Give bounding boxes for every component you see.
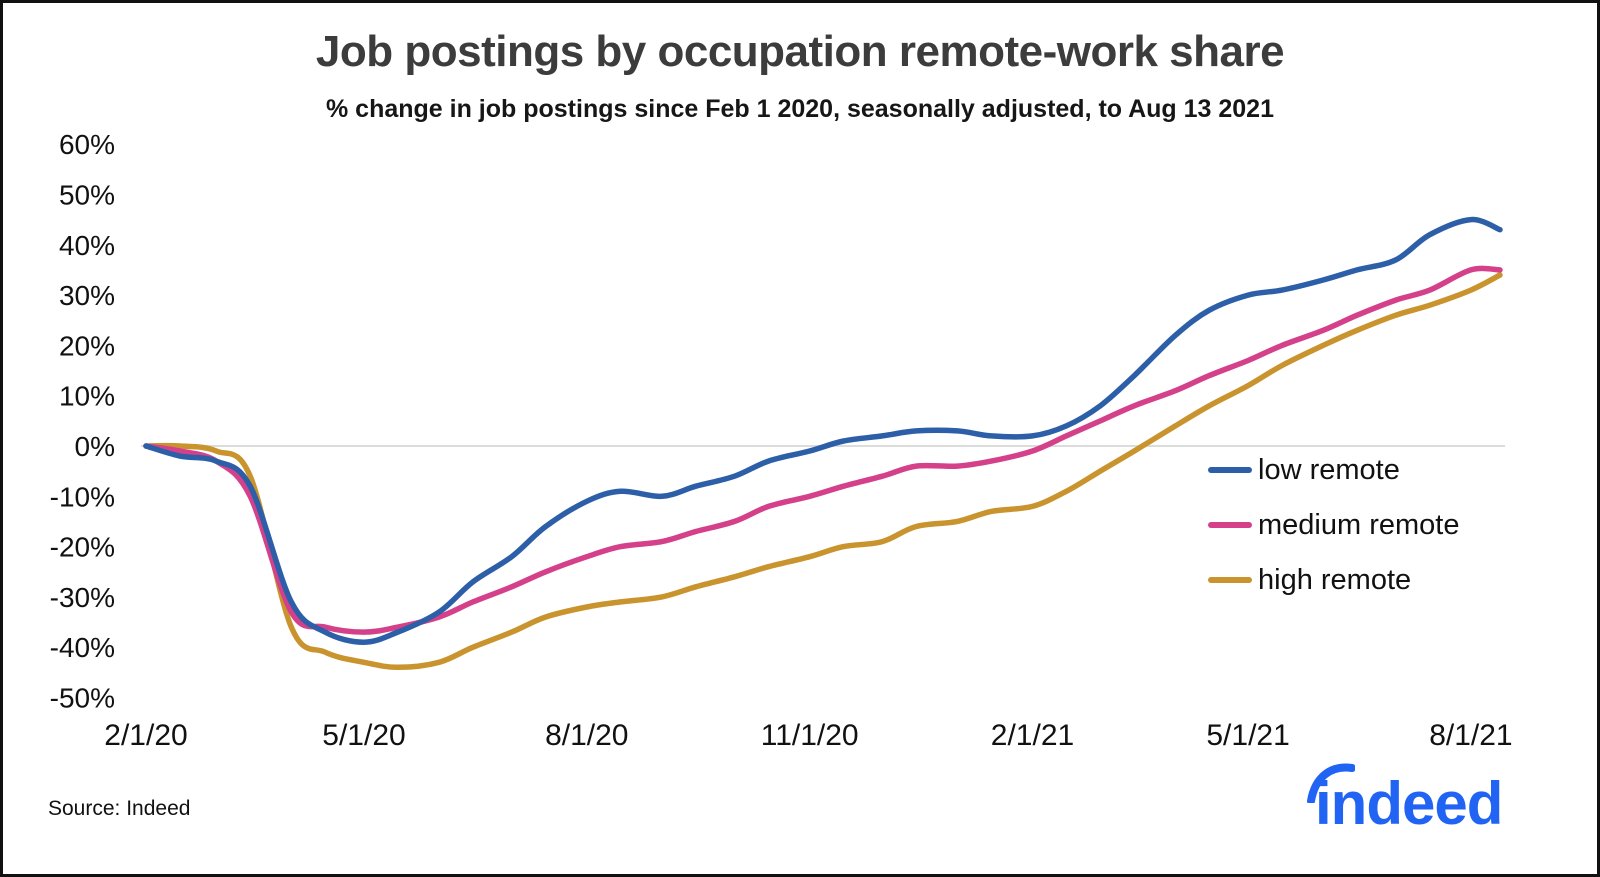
legend-item-low-remote: low remote bbox=[1208, 453, 1459, 487]
y-tick-label: 10% bbox=[59, 381, 115, 412]
x-tick-label: 5/1/20 bbox=[322, 719, 405, 752]
legend-label-high-remote: high remote bbox=[1258, 564, 1412, 596]
y-tick-label: -40% bbox=[50, 632, 115, 663]
x-tick-label: 2/1/21 bbox=[991, 719, 1074, 752]
y-tick-label: 40% bbox=[59, 230, 115, 261]
y-tick-label: -50% bbox=[50, 683, 115, 714]
x-tick-label: 8/1/20 bbox=[545, 719, 628, 752]
series-line-high-remote bbox=[143, 272, 1503, 671]
x-tick-label: 8/1/21 bbox=[1429, 719, 1512, 752]
x-tick-label: 11/1/20 bbox=[761, 719, 859, 752]
legend-item-medium-remote: medium remote bbox=[1208, 508, 1459, 542]
legend-swatch-low-remote bbox=[1208, 467, 1252, 473]
y-tick-label: 50% bbox=[59, 180, 115, 211]
legend-swatch-medium-remote bbox=[1208, 522, 1252, 528]
y-tick-label: 30% bbox=[59, 280, 115, 311]
legend-swatch-high-remote bbox=[1208, 577, 1252, 583]
indeed-logo-swoosh-icon bbox=[1307, 763, 1355, 803]
chart-subtitle: % change in job postings since Feb 1 202… bbox=[326, 95, 1274, 123]
legend: low remote medium remote high remote bbox=[1208, 453, 1459, 618]
y-tick-label: 60% bbox=[59, 129, 115, 160]
y-tick-label: -30% bbox=[50, 582, 115, 613]
chart-title: Job postings by occupation remote-work s… bbox=[315, 27, 1285, 76]
line-chart-svg: 60% 50% 40% 30% 20% 10% 0% -10% -20% -30% -40% -50%… bbox=[50, 129, 1513, 752]
indeed-logo: indeed bbox=[1305, 761, 1545, 851]
series-line-medium-remote bbox=[143, 265, 1503, 635]
legend-label-medium-remote: medium remote bbox=[1258, 509, 1460, 541]
series-line-low-remote bbox=[143, 216, 1503, 645]
x-tick-label: 5/1/21 bbox=[1206, 719, 1289, 752]
y-tick-label: -20% bbox=[50, 532, 115, 563]
y-tick-label: 0% bbox=[75, 431, 115, 462]
indeed-logo-text: indeed bbox=[1315, 770, 1503, 837]
y-tick-label: -10% bbox=[50, 481, 115, 512]
legend-item-high-remote: high remote bbox=[1208, 563, 1459, 597]
source-note: Source: Indeed bbox=[48, 797, 191, 820]
legend-label-low-remote: low remote bbox=[1258, 454, 1400, 486]
y-tick-label: 20% bbox=[59, 330, 115, 361]
x-tick-label: 2/1/20 bbox=[104, 719, 187, 752]
